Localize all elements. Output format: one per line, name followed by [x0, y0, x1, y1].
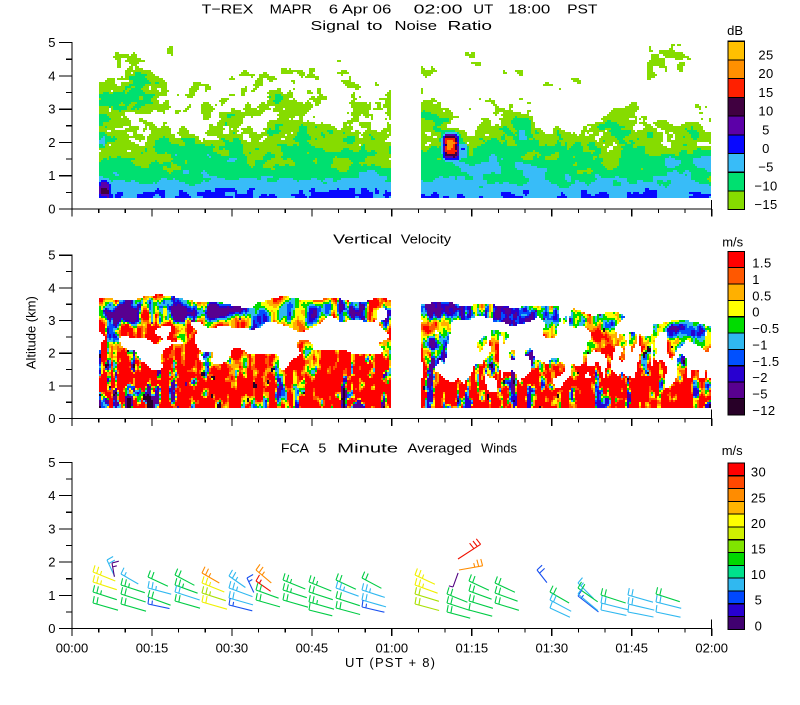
svg-text:Noise: Noise	[395, 18, 438, 33]
svg-text:−5: −5	[758, 160, 774, 175]
svg-text:2: 2	[48, 135, 55, 150]
svg-text:10: 10	[758, 104, 773, 119]
svg-text:Velocity: Velocity	[401, 231, 452, 246]
svg-text:Vertical: Vertical	[333, 231, 392, 246]
svg-text:00:15: 00:15	[136, 641, 169, 656]
svg-text:4: 4	[48, 488, 55, 503]
svg-text:10: 10	[751, 567, 766, 582]
svg-text:UT: UT	[473, 1, 493, 16]
svg-text:20: 20	[758, 66, 773, 81]
svg-text:0: 0	[752, 305, 760, 320]
svg-text:5: 5	[762, 122, 770, 137]
svg-text:−15: −15	[754, 197, 777, 212]
svg-text:Winds: Winds	[481, 440, 517, 455]
svg-text:5: 5	[755, 593, 763, 608]
svg-text:4: 4	[48, 280, 55, 295]
svg-text:01:00: 01:00	[376, 641, 409, 656]
svg-text:5: 5	[48, 455, 55, 470]
svg-text:0: 0	[755, 618, 763, 633]
svg-text:m/s: m/s	[722, 235, 743, 250]
svg-text:−1: −1	[752, 337, 768, 352]
svg-text:4: 4	[48, 68, 55, 83]
svg-text:FCA: FCA	[281, 440, 310, 455]
svg-text:−5: −5	[752, 387, 768, 402]
svg-text:01:45: 01:45	[615, 641, 648, 656]
svg-text:0.5: 0.5	[752, 288, 771, 303]
svg-text:to: to	[367, 18, 383, 33]
svg-text:m/s: m/s	[722, 443, 743, 458]
svg-text:5: 5	[48, 35, 55, 50]
svg-text:02:00: 02:00	[695, 641, 728, 656]
svg-text:UT (PST + 8): UT (PST + 8)	[345, 655, 435, 670]
svg-text:Ratio: Ratio	[448, 18, 493, 33]
svg-text:0: 0	[48, 201, 55, 216]
svg-text:0: 0	[762, 141, 770, 156]
svg-text:Altitude (km): Altitude (km)	[24, 296, 39, 369]
svg-text:01:15: 01:15	[456, 641, 489, 656]
svg-text:1: 1	[48, 588, 55, 603]
svg-text:3: 3	[48, 521, 55, 536]
svg-text:02:00: 02:00	[414, 1, 463, 16]
svg-text:5: 5	[318, 440, 326, 455]
svg-text:−1.5: −1.5	[752, 354, 779, 369]
svg-text:30: 30	[751, 465, 766, 480]
svg-text:15: 15	[751, 542, 766, 557]
svg-text:5: 5	[48, 248, 55, 263]
svg-text:−2: −2	[752, 370, 768, 385]
svg-text:6 Apr 06: 6 Apr 06	[329, 1, 392, 16]
svg-text:1: 1	[752, 272, 760, 287]
svg-text:2: 2	[48, 346, 55, 361]
svg-text:3: 3	[48, 313, 55, 328]
svg-text:−10: −10	[754, 179, 777, 194]
svg-text:−12: −12	[752, 403, 775, 418]
svg-text:MAPR: MAPR	[270, 1, 312, 16]
svg-text:1: 1	[48, 378, 55, 393]
svg-text:Minute: Minute	[337, 440, 398, 455]
svg-text:2: 2	[48, 555, 55, 570]
svg-text:PST: PST	[567, 1, 597, 16]
svg-text:00:00: 00:00	[56, 641, 89, 656]
svg-text:0: 0	[48, 621, 55, 636]
svg-text:01:30: 01:30	[536, 641, 569, 656]
svg-text:00:45: 00:45	[296, 641, 329, 656]
svg-text:Averaged: Averaged	[408, 440, 472, 455]
svg-text:Signal: Signal	[311, 18, 360, 33]
svg-text:25: 25	[758, 47, 773, 62]
svg-text:15: 15	[758, 85, 773, 100]
svg-text:18:00: 18:00	[508, 1, 550, 16]
svg-text:3: 3	[48, 102, 55, 117]
svg-text:−0.5: −0.5	[752, 321, 779, 336]
svg-text:T−REX: T−REX	[202, 1, 254, 16]
svg-text:1: 1	[48, 168, 55, 183]
svg-text:20: 20	[751, 516, 766, 531]
svg-text:dB: dB	[727, 23, 743, 38]
svg-text:0: 0	[48, 411, 55, 426]
svg-text:25: 25	[751, 490, 766, 505]
svg-text:1.5: 1.5	[752, 256, 771, 271]
svg-text:00:30: 00:30	[216, 641, 249, 656]
